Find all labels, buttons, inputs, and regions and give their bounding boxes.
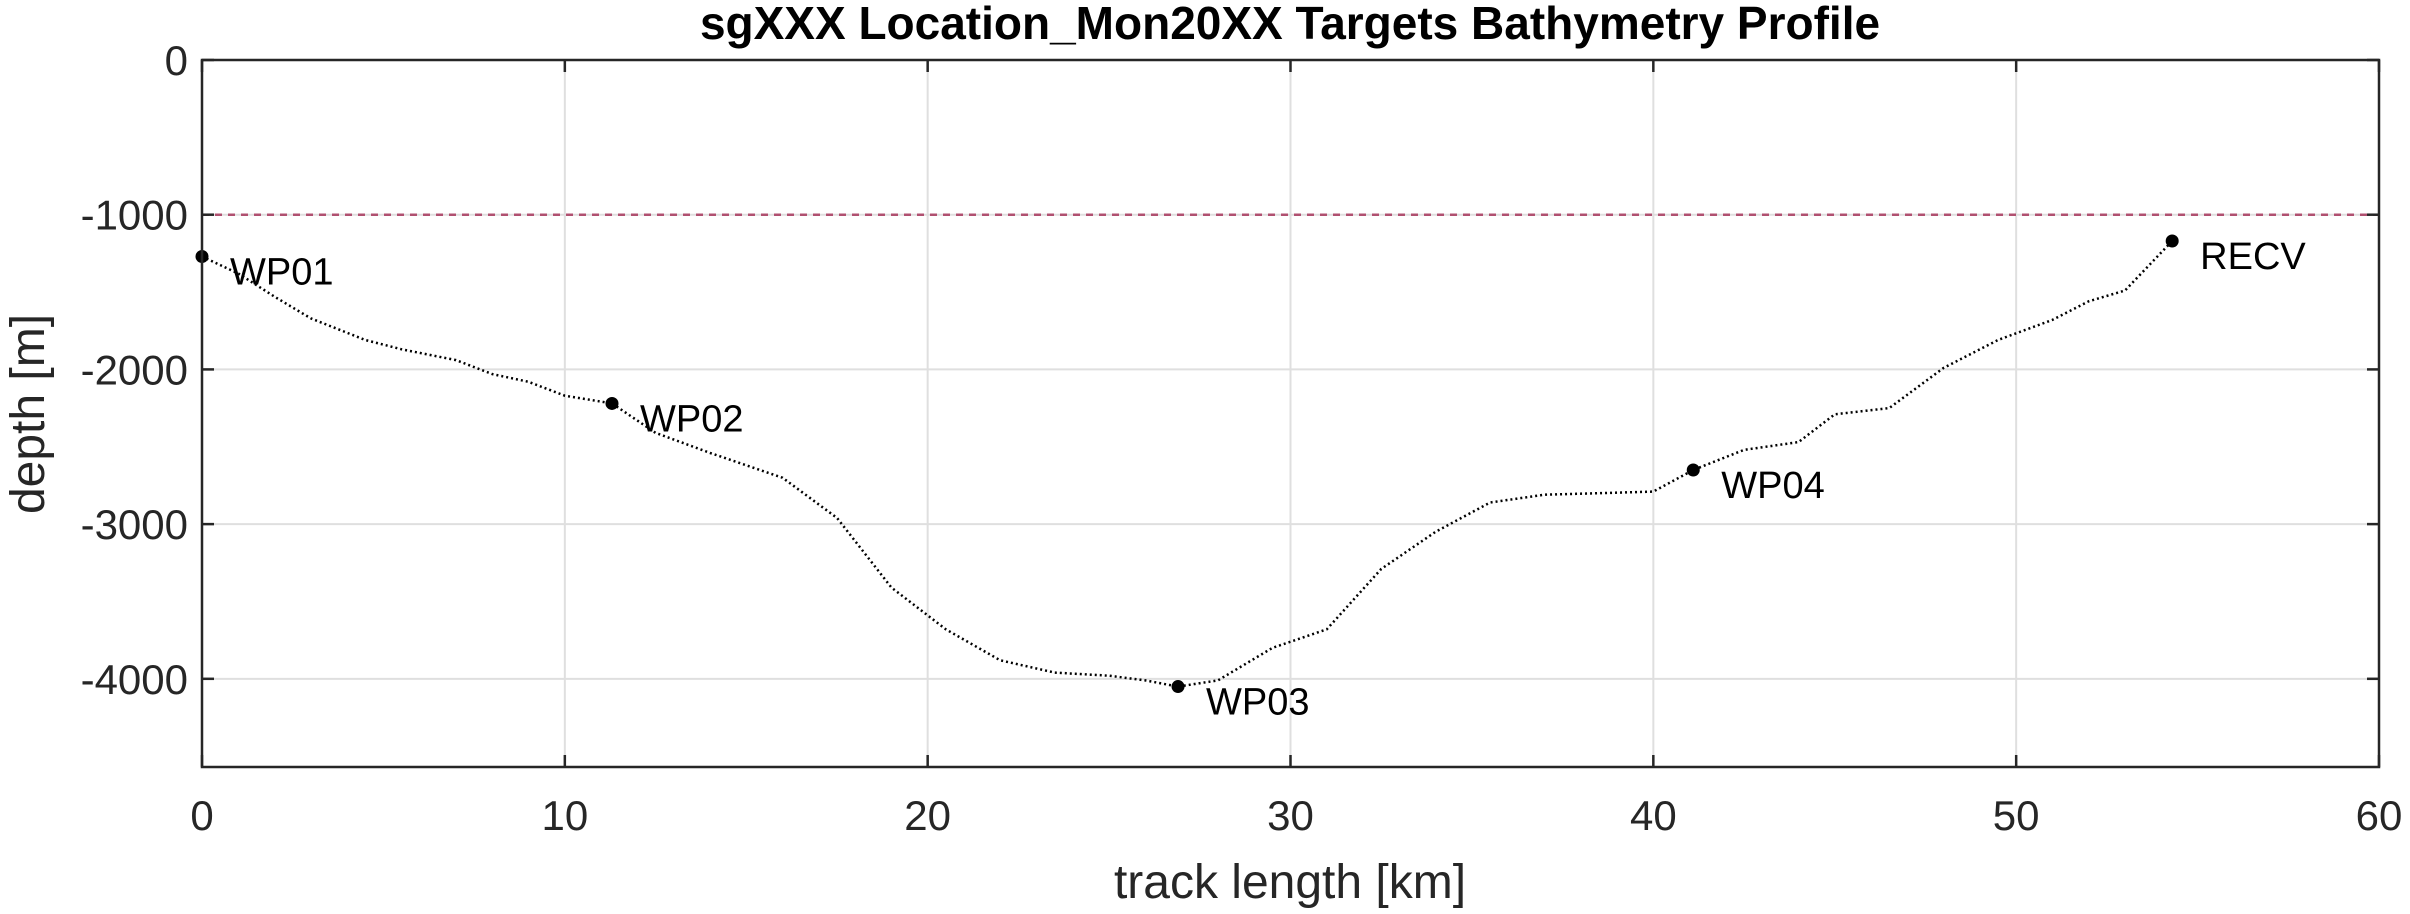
x-tick-label: 20 [904, 792, 951, 839]
waypoint-label: RECV [2200, 236, 2306, 278]
y-axis-label: depth [m] [2, 314, 55, 514]
y-tick-label: -1000 [81, 192, 188, 239]
waypoint-marker [1171, 680, 1185, 694]
bathymetry-profile-line [201, 240, 2174, 688]
x-tick-label: 0 [190, 792, 213, 839]
waypoint-label: WP02 [640, 398, 743, 440]
chart-title: sgXXX Location_Mon20XX Targets Bathymetr… [700, 0, 1880, 49]
y-tick-label: -2000 [81, 346, 188, 393]
ticks-group: 0 10 20 30 40 50 60 0 -1000 -2000 -3000 -4000 [81, 37, 2403, 839]
x-tick-label: 40 [1630, 792, 1677, 839]
x-tick-label: 60 [2356, 792, 2403, 839]
x-tick-label: 10 [541, 792, 588, 839]
x-axis-label: track length [km] [1114, 856, 1466, 909]
y-tick-label: 0 [165, 37, 188, 84]
waypoint-label: WP03 [1206, 682, 1309, 724]
grid [201, 59, 2380, 767]
waypoints-group: WP01 WP02 WP03 WP04 RECV [195, 234, 2306, 724]
waypoint-label: WP04 [1721, 465, 1824, 507]
waypoint-label: WP01 [230, 251, 333, 293]
series-group [201, 240, 2174, 688]
waypoint-marker [605, 396, 619, 410]
waypoint-marker [1686, 463, 1700, 477]
x-tick-label: 50 [1993, 792, 2040, 839]
y-tick-label: -3000 [81, 501, 188, 548]
x-tick-label: 30 [1267, 792, 1314, 839]
waypoint-marker [2165, 234, 2179, 248]
y-tick-label: -4000 [81, 656, 188, 703]
